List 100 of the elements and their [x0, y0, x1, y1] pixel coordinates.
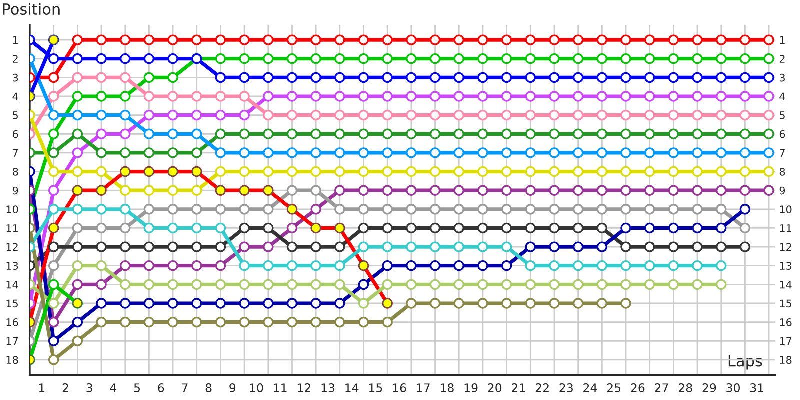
- y-tick-label: 9: [12, 186, 18, 195]
- point: [644, 260, 656, 272]
- point: [764, 34, 774, 46]
- point: [740, 242, 751, 252]
- point: [740, 166, 751, 178]
- point: [168, 185, 178, 196]
- point: [382, 260, 393, 272]
- point: [668, 72, 680, 84]
- point: [48, 148, 60, 158]
- point: [286, 260, 298, 272]
- point: [192, 279, 202, 290]
- point: [96, 148, 107, 158]
- point: [525, 110, 536, 121]
- y-axis-title: Position: [3, 3, 60, 16]
- point: [716, 279, 727, 290]
- point: [72, 34, 84, 46]
- point: [192, 91, 202, 102]
- point: [525, 148, 536, 158]
- point: [549, 110, 560, 121]
- point: [358, 91, 370, 102]
- point: [263, 110, 274, 121]
- point: [334, 54, 346, 64]
- point: [620, 110, 632, 121]
- point: [644, 279, 656, 290]
- point: [72, 54, 84, 64]
- point: [620, 72, 632, 84]
- point: [263, 72, 274, 84]
- point: [192, 185, 202, 196]
- point: [596, 34, 608, 46]
- point: [192, 316, 202, 328]
- point: [168, 279, 178, 290]
- point: [406, 242, 417, 252]
- point: [549, 54, 560, 64]
- point: [740, 91, 751, 102]
- point: [692, 242, 703, 252]
- point: [764, 148, 774, 158]
- point: [310, 34, 322, 46]
- point: [168, 222, 178, 234]
- point: [286, 279, 298, 290]
- point: [740, 204, 751, 215]
- y-tick-label: 4: [12, 92, 18, 100]
- point: [406, 166, 417, 178]
- point: [620, 279, 632, 290]
- y-tick-label: 17: [6, 337, 18, 346]
- y2-tick-label: 3: [780, 74, 785, 82]
- point: [215, 110, 226, 121]
- x-tick-label: 7: [182, 384, 188, 392]
- y-tick-label: 8: [12, 168, 18, 176]
- y2-tick-label: 10: [780, 206, 792, 214]
- point: [239, 242, 250, 252]
- point: [310, 54, 322, 64]
- point: [358, 279, 370, 290]
- y-tick-label: 14: [6, 281, 18, 289]
- x-tick-label: 10: [250, 384, 264, 392]
- point: [144, 279, 155, 290]
- point: [620, 185, 632, 196]
- point: [72, 279, 84, 290]
- point: [525, 298, 536, 309]
- point: [549, 204, 560, 215]
- point: [596, 128, 608, 140]
- point: [334, 298, 346, 309]
- point: [740, 72, 751, 84]
- point: [525, 166, 536, 178]
- point: [263, 54, 274, 64]
- point: [454, 128, 464, 140]
- point: [692, 204, 703, 215]
- point: [96, 222, 107, 234]
- point: [72, 72, 84, 84]
- point: [430, 91, 441, 102]
- point: [549, 222, 560, 234]
- point: [168, 54, 178, 64]
- point: [430, 34, 441, 46]
- point: [239, 166, 250, 178]
- point: [334, 128, 346, 140]
- y2-tick-label: 11: [780, 224, 792, 232]
- point: [549, 185, 560, 196]
- point: [96, 242, 107, 252]
- x-tick-label: 8: [206, 384, 212, 392]
- point: [668, 91, 680, 102]
- point: [286, 110, 298, 121]
- point: [286, 34, 298, 46]
- point: [501, 185, 512, 196]
- point: [430, 279, 441, 290]
- point: [478, 260, 488, 272]
- point: [692, 110, 703, 121]
- point: [668, 148, 680, 158]
- point: [310, 72, 322, 84]
- point: [310, 185, 322, 196]
- point: [310, 242, 322, 252]
- y2-tick-label: 18: [780, 356, 792, 364]
- point: [334, 166, 346, 178]
- point: [596, 72, 608, 84]
- y-tick-label: 2: [13, 55, 18, 63]
- x-tick-label: 6: [158, 384, 164, 392]
- point: [215, 279, 226, 290]
- point: [168, 91, 178, 102]
- point: [48, 298, 60, 309]
- point: [549, 128, 560, 140]
- point: [48, 336, 60, 346]
- point: [72, 242, 84, 252]
